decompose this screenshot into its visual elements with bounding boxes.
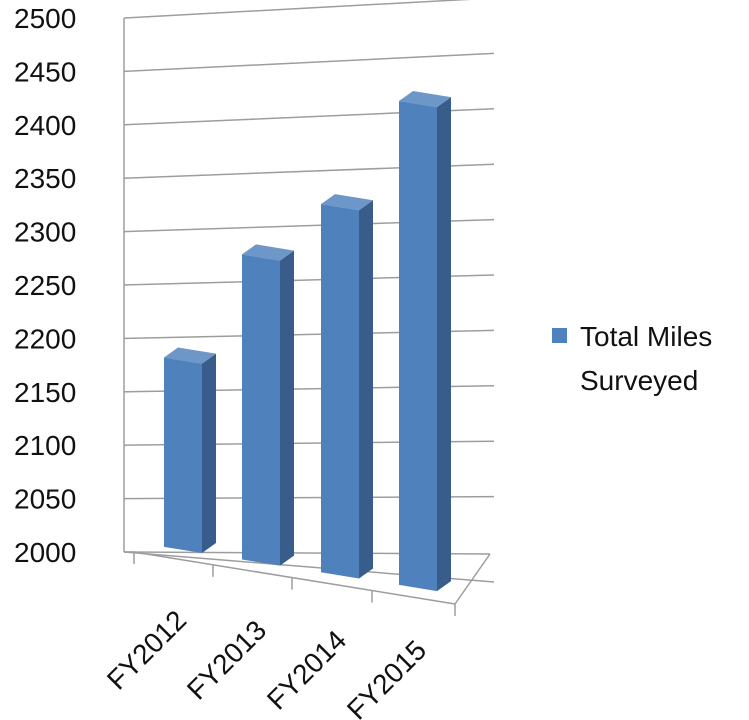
y-tick-label: 2450 bbox=[14, 56, 76, 87]
x-tick-label: FY2012 bbox=[101, 604, 192, 695]
y-tick-label: 2350 bbox=[14, 163, 76, 194]
bar-fy2013 bbox=[242, 244, 294, 566]
y-tick-label: 2150 bbox=[14, 377, 76, 408]
bar-fy2012 bbox=[164, 347, 216, 554]
bar-side-face bbox=[202, 353, 216, 554]
bar-front-face bbox=[164, 357, 202, 554]
bar-fy2014 bbox=[321, 194, 373, 579]
legend-label-line-2: Surveyed bbox=[580, 365, 698, 396]
y-tick-label: 2300 bbox=[14, 217, 76, 248]
bar-top-face bbox=[164, 347, 216, 364]
axes bbox=[123, 18, 491, 616]
bar-front-face bbox=[399, 101, 437, 592]
y-tick-label: 2500 bbox=[14, 3, 76, 34]
legend-label-line-1: Total Miles bbox=[580, 321, 712, 352]
bar-top-face bbox=[321, 194, 373, 211]
x-tick-label: FY2015 bbox=[341, 634, 432, 720]
x-tick-label: FY2013 bbox=[181, 614, 272, 705]
bar-side-face bbox=[280, 250, 294, 566]
y-tick-label: 2000 bbox=[14, 537, 76, 568]
y-tick-label: 2250 bbox=[14, 270, 76, 301]
bar-fy2015 bbox=[399, 91, 451, 592]
gridline bbox=[123, 52, 495, 73]
y-tick-label: 2400 bbox=[14, 110, 76, 141]
bar-side-face bbox=[359, 200, 373, 579]
y-tick-label: 2200 bbox=[14, 323, 76, 354]
floor-right-edge bbox=[454, 553, 491, 605]
y-tick-labels: 2000 2050 2100 2150 2200 2250 2300 2350 2400 2450… bbox=[14, 3, 76, 568]
floor-front-edge bbox=[133, 551, 456, 605]
y-tick-label: 2100 bbox=[14, 430, 76, 461]
bar-front-face bbox=[321, 204, 359, 579]
bar-front-face bbox=[242, 254, 280, 566]
x-tick-label: FY2014 bbox=[261, 624, 352, 715]
legend-swatch bbox=[552, 328, 567, 343]
gridline bbox=[123, 0, 471, 19]
bar-top-face bbox=[242, 244, 294, 261]
y-tick-label: 2050 bbox=[14, 484, 76, 515]
bar-top-face bbox=[399, 91, 451, 108]
legend: Total Miles Surveyed bbox=[552, 321, 712, 396]
bar-side-face bbox=[437, 97, 451, 592]
bars bbox=[164, 91, 451, 592]
